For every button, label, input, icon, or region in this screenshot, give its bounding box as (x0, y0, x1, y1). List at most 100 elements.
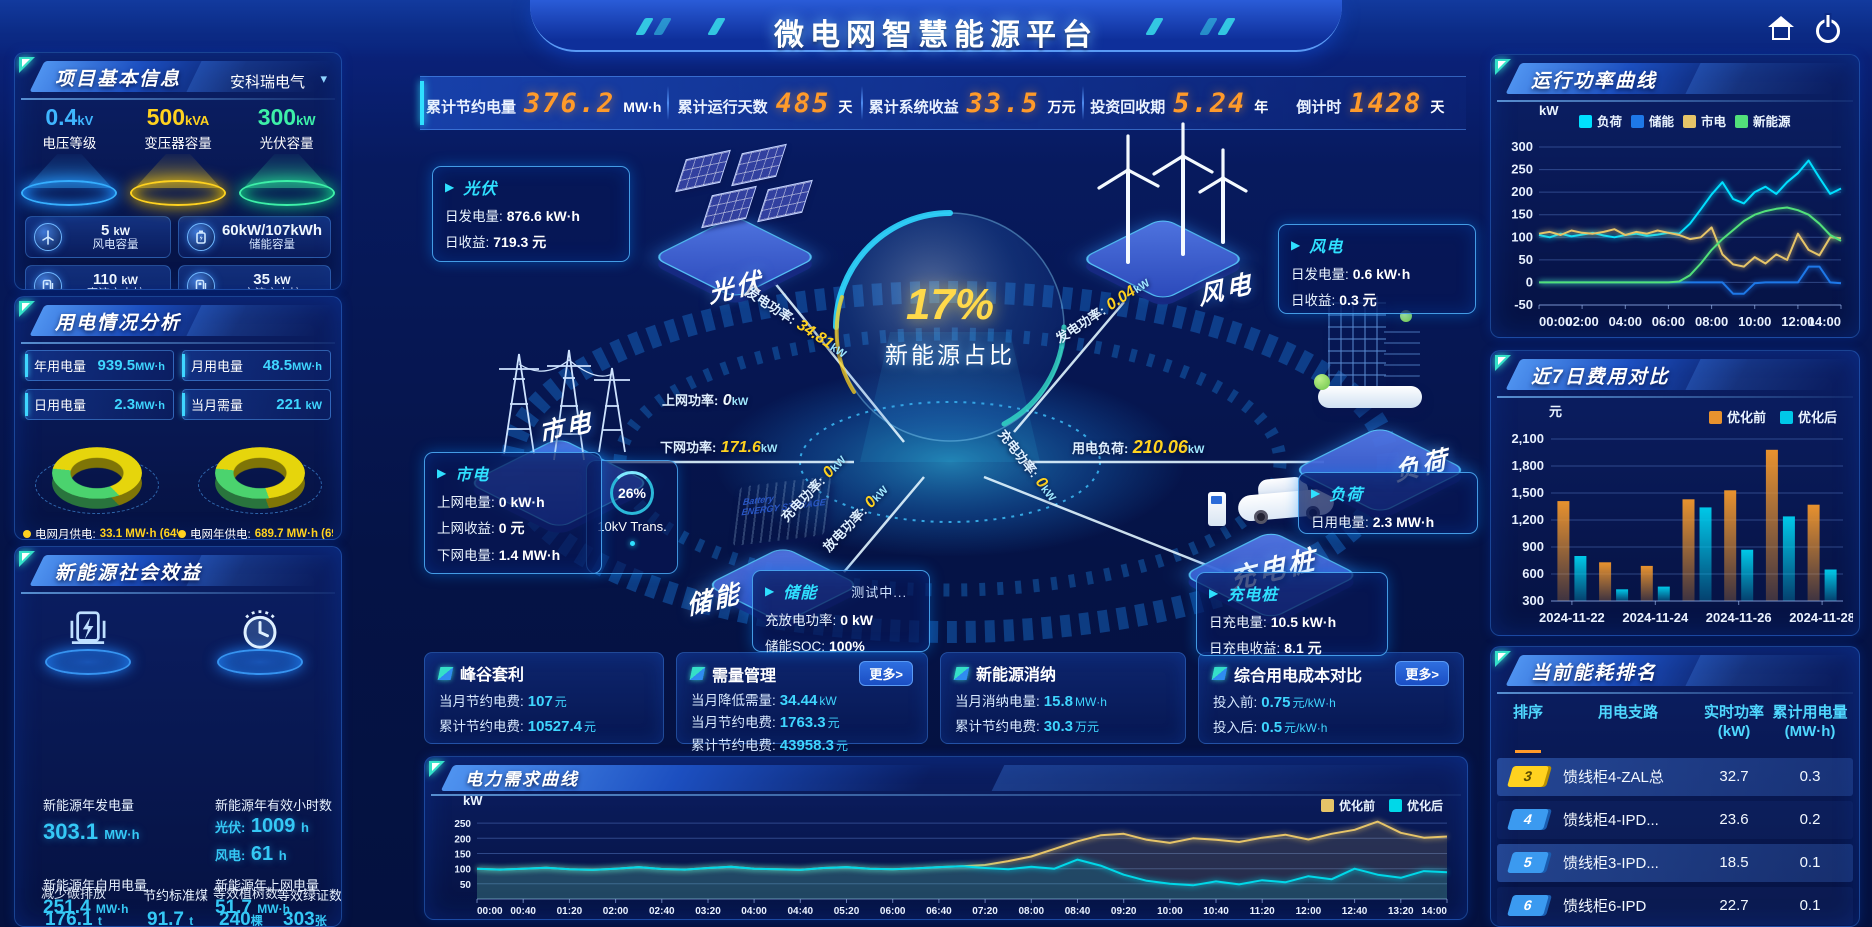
table-row[interactable]: 3 馈线柜4-ZAL总 32.7 0.3 (1497, 757, 1853, 796)
donut-charts (15, 426, 341, 522)
svg-text:02:00: 02:00 (1565, 314, 1598, 329)
kpi-countdown: 倒计时 1428 天 (1296, 87, 1445, 119)
panel-header: 用电情况分析 (15, 302, 341, 344)
svg-text:50: 50 (1519, 252, 1533, 267)
ac-charger-icon (186, 272, 215, 289)
svg-text:0: 0 (1526, 274, 1533, 289)
panel-corner-icon (429, 761, 445, 777)
glow-base (45, 649, 131, 675)
legend-grid-month: 电网月供电:33.1 MW·h (64%) (23, 526, 178, 539)
certs-label: 等效绿证数 (277, 888, 342, 903)
renewable-share-value: 17% (905, 280, 995, 329)
svg-text:300: 300 (1511, 139, 1533, 154)
pv-info-box: ▶ 光伏 日发电量: 876.6 kW·h 日收益: 719.3 元 (432, 166, 630, 262)
panel-title: 当前能耗排名 (1531, 663, 1658, 684)
hours-label: 新能源年有效小时数 (215, 798, 333, 813)
svg-text:06:40: 06:40 (926, 906, 952, 917)
kpi-separator (667, 86, 670, 120)
panel-corner-icon (19, 301, 35, 317)
storage-info-box: ▶ 储能 测试中... 充放电功率: 0 kW 储能SOC: 100% (752, 570, 930, 654)
svg-text:100: 100 (454, 865, 471, 876)
card-icon (437, 666, 454, 680)
card-peak-valley: 峰谷套利 当月节约电费: 107 元 累计节约电费: 10527.4 元 (424, 652, 664, 744)
svg-text:08:40: 08:40 (1065, 906, 1091, 917)
panel-header: 新能源社会效益 (15, 552, 341, 594)
chart-legend: 优化前 优化后 (1708, 407, 1837, 426)
table-row[interactable]: 4 馈线柜4-IPD... 23.6 0.2 (1497, 800, 1853, 839)
chevron-down-icon[interactable]: ▾ (320, 71, 327, 86)
svg-text:2024-11-26: 2024-11-26 (1706, 610, 1772, 625)
panel-cost-compare: 近7日费用对比 元 优化前 优化后 300 600 900 1,200 1,500 1,8… (1490, 350, 1860, 636)
svg-text:04:40: 04:40 (788, 906, 814, 917)
clock-icon (237, 607, 283, 653)
panel-title: 运行功率曲线 (1531, 71, 1658, 92)
card-icon (1211, 667, 1228, 680)
table-row[interactable]: 5 馈线柜3-IPD... 18.5 0.1 (1497, 843, 1853, 882)
donut-year (190, 426, 330, 522)
power-tower-icon (499, 349, 630, 461)
storage-status: 测试中... (851, 584, 908, 600)
load-info-box: ▶ 负荷 日用电量: 2.3 MW·h (1298, 472, 1478, 534)
glow-base (129, 180, 226, 206)
panel-corner-icon (19, 551, 35, 567)
svg-text:02:00: 02:00 (603, 906, 629, 917)
flow-grid-import: 下网功率: 171.6kW (660, 439, 778, 456)
donut-month (27, 426, 167, 522)
svg-text:200: 200 (1511, 184, 1533, 199)
rank-badge: 4 (1506, 809, 1550, 830)
y-axis-label: kW (1539, 103, 1559, 118)
spot-transformer-capacity: 500kVA 变压器容量 (126, 104, 230, 206)
solar-panel-icon (731, 143, 787, 187)
wind-turbine-icon (1097, 122, 1248, 264)
spot-pv-capacity: 300kW 光伏容量 (235, 104, 339, 206)
kpi-bar: 累计节约电量 376.2 MW·h 累计运行天数 485 天 累计系统收益 33.5 万元 … (420, 76, 1466, 130)
self-use-value: 251.4 MW·h (43, 897, 129, 918)
chart-legend: 优化前 优化后 (1320, 797, 1443, 814)
solar-panel-icon (757, 179, 813, 223)
svg-text:08:00: 08:00 (1695, 314, 1728, 329)
chevron-right-icon: ▶ (1291, 238, 1302, 252)
svg-text:100: 100 (1511, 229, 1533, 244)
wind-info-box: ▶ 风电 日发电量: 0.6 kW·h 日收益: 0.3 元 (1278, 224, 1476, 314)
svg-text:01:20: 01:20 (557, 906, 583, 917)
light-cone (243, 154, 330, 188)
hours-pedestal (205, 607, 315, 675)
svg-text:150: 150 (454, 850, 471, 861)
more-button[interactable]: 更多> (859, 661, 913, 686)
svg-text:2,100: 2,100 (1511, 431, 1544, 446)
chevron-right-icon: ▶ (765, 584, 776, 598)
co2-label: 减少碳排放 (41, 886, 107, 901)
svg-text:13:20: 13:20 (1388, 906, 1414, 917)
trees-value: 240棵 (219, 909, 263, 927)
svg-text:11:20: 11:20 (1250, 906, 1275, 917)
generator-icon (65, 607, 111, 653)
glow-base (217, 649, 303, 675)
kpi-energy-saved: 累计节约电量 376.2 MW·h (426, 87, 662, 119)
svg-text:1,200: 1,200 (1511, 512, 1544, 527)
light-cone (26, 154, 113, 188)
more-button[interactable]: 更多> (1395, 661, 1449, 686)
kpi-system-revenue: 累计系统收益 33.5 万元 (868, 87, 1076, 119)
kpi-separator (860, 86, 863, 120)
svg-text:10:00: 10:00 (1738, 314, 1771, 329)
donut-legend: 电网月供电:33.1 MW·h (64%) 电网年供电:689.7 MW·h (… (23, 526, 333, 539)
chart-legend: 负荷 储能 市电 新能源 (1579, 111, 1791, 130)
stat-year-usage: 年用电量 939.5MW·h (25, 350, 174, 381)
trees-label: 等效植树数 (213, 886, 279, 901)
svg-text:07:20: 07:20 (972, 906, 998, 917)
card-wind-capacity: 5 kW 风电容量 (25, 216, 171, 258)
table-row[interactable]: 6 馈线柜6-IPD 22.7 0.1 (1497, 886, 1853, 925)
company-selector[interactable]: 安科瑞电气 (229, 74, 305, 91)
charger-info-box: ▶ 充电桩 日充电量: 10.5 kW·h 日充电收益: 8.1 元 (1196, 572, 1388, 656)
power-icon[interactable] (1816, 19, 1840, 43)
svg-text:06:00: 06:00 (880, 906, 906, 917)
svg-text:-50: -50 (1514, 297, 1533, 312)
card-icon (953, 666, 970, 680)
panel-project-info: 项目基本信息 安科瑞电气 ▾ 0.4kV 电压等级 500kVA 变压器容量 3… (14, 52, 342, 290)
kpi-payback-period: 投资回收期 5.24 年 (1090, 87, 1269, 119)
grid-info-box: ▶ 市电 上网电量: 0 kW·h 上网收益: 0 元 下网电量: 1.4 MW·h (424, 452, 602, 574)
cost-compare-chart: 300 600 900 1,200 1,500 1,800 2,100 2024-11-22 2… (1495, 427, 1855, 632)
home-icon[interactable] (1768, 16, 1794, 42)
coal-value: 91.7 t (147, 909, 194, 927)
y-axis-label: 元 (1549, 404, 1563, 419)
